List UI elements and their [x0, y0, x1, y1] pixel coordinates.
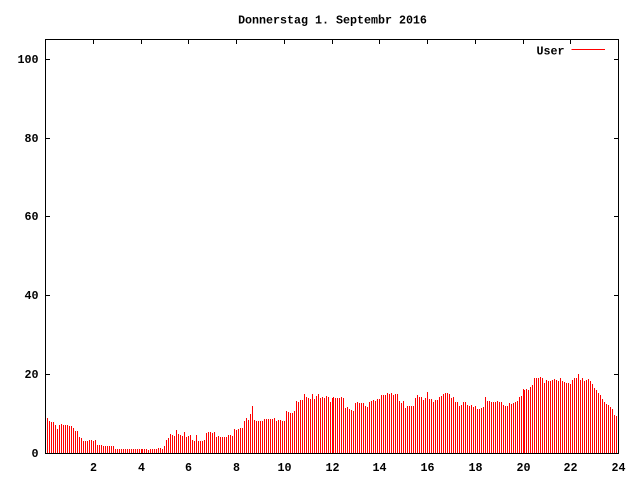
- svg-text:2: 2: [90, 461, 97, 475]
- svg-text:User: User: [537, 44, 565, 58]
- svg-text:20: 20: [517, 461, 531, 475]
- svg-text:6: 6: [185, 461, 192, 475]
- svg-text:Donnerstag 1. Septembr 2016: Donnerstag 1. Septembr 2016: [238, 14, 427, 28]
- svg-text:20: 20: [25, 368, 39, 382]
- svg-text:80: 80: [25, 132, 39, 146]
- svg-text:12: 12: [326, 461, 340, 475]
- svg-text:14: 14: [373, 461, 387, 475]
- svg-text:8: 8: [233, 461, 240, 475]
- svg-text:100: 100: [18, 53, 39, 67]
- svg-text:40: 40: [25, 289, 39, 303]
- svg-text:10: 10: [278, 461, 292, 475]
- svg-text:0: 0: [32, 447, 39, 461]
- svg-text:24: 24: [612, 461, 626, 475]
- svg-text:16: 16: [421, 461, 435, 475]
- svg-text:22: 22: [564, 461, 578, 475]
- svg-text:4: 4: [138, 461, 145, 475]
- svg-text:18: 18: [469, 461, 483, 475]
- svg-text:60: 60: [25, 210, 39, 224]
